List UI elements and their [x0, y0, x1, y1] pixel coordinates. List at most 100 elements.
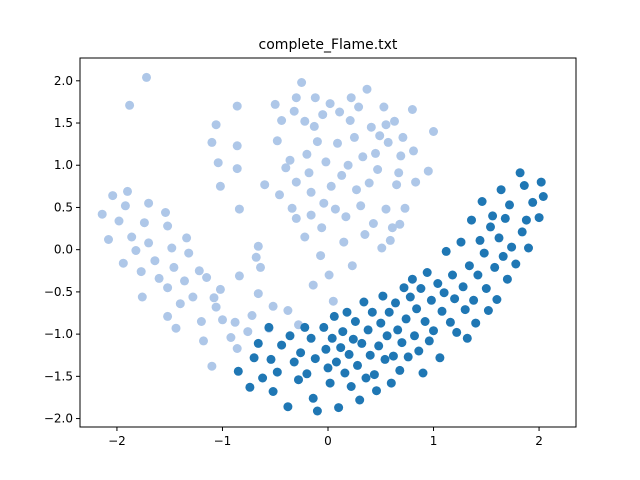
data-point-series-2	[361, 373, 371, 383]
data-point-series-2	[342, 307, 352, 317]
data-point-series-1	[167, 243, 177, 253]
data-point-series-1	[120, 201, 130, 211]
data-point-series-2	[534, 213, 544, 223]
data-point-series-1	[379, 102, 389, 112]
y-tick-label: 2.0	[54, 74, 73, 88]
data-point-series-2	[319, 322, 329, 332]
data-point-series-2	[367, 307, 377, 317]
data-point-series-1	[144, 198, 154, 208]
data-point-series-2	[486, 222, 495, 232]
data-point-series-2	[477, 197, 487, 206]
data-point-series-1	[373, 165, 383, 174]
data-point-series-2	[460, 305, 470, 315]
data-point-series-2	[325, 378, 335, 388]
data-point-series-2	[253, 338, 263, 348]
y-tick-label: 1.0	[54, 158, 73, 172]
data-point-series-1	[300, 232, 310, 242]
data-point-series-1	[118, 258, 128, 268]
data-point-series-1	[232, 141, 242, 151]
x-tick-label: 1	[430, 434, 438, 448]
data-point-series-1	[364, 178, 374, 188]
data-point-series-2	[437, 306, 447, 316]
data-point-series-2	[524, 243, 533, 253]
data-point-series-1	[407, 105, 417, 114]
data-point-series-1	[199, 336, 208, 346]
data-point-series-2	[517, 227, 527, 237]
data-point-series-2	[283, 402, 293, 412]
data-point-series-2	[469, 295, 479, 305]
data-point-series-1	[150, 256, 160, 266]
data-point-series-1	[360, 230, 370, 239]
data-point-series-2	[433, 279, 443, 288]
data-point-series-2	[355, 395, 365, 405]
data-point-series-2	[483, 306, 493, 315]
data-point-series-1	[251, 252, 261, 262]
data-point-series-2	[296, 348, 306, 358]
data-point-series-2	[277, 340, 287, 350]
data-point-series-2	[350, 317, 360, 326]
data-point-series-1	[207, 137, 217, 147]
data-point-series-1	[161, 208, 170, 217]
data-point-series-2	[391, 298, 400, 308]
data-point-series-1	[337, 170, 347, 180]
data-point-series-1	[211, 302, 221, 312]
data-point-series-1	[144, 238, 154, 248]
data-point-series-1	[325, 99, 335, 109]
data-point-series-1	[136, 267, 146, 277]
x-tick-label: −1	[214, 434, 232, 448]
data-point-series-1	[188, 292, 198, 302]
data-point-series-2	[382, 331, 392, 341]
data-point-series-1	[300, 116, 310, 126]
data-point-series-1	[400, 203, 410, 213]
data-point-series-2	[340, 368, 350, 378]
data-point-series-1	[409, 146, 418, 156]
data-point-series-1	[230, 317, 240, 327]
data-point-series-1	[291, 213, 301, 223]
data-point-series-2	[327, 333, 337, 343]
data-point-series-2	[359, 297, 369, 307]
data-point-series-1	[375, 131, 385, 141]
data-point-series-2	[388, 351, 398, 361]
data-point-series-2	[344, 349, 354, 359]
data-point-series-2	[511, 259, 521, 269]
data-point-series-1	[171, 323, 181, 333]
y-axis: −2.0 −1.5 −1.0 −0.5 0.0 0.5 1.0 1.5 2.0	[44, 74, 80, 426]
data-point-series-2	[384, 307, 394, 317]
data-point-series-2	[494, 233, 504, 243]
data-point-series-2	[420, 317, 430, 326]
data-point-series-2	[378, 291, 388, 301]
data-point-series-1	[371, 148, 380, 158]
data-point-series-1	[297, 78, 307, 87]
data-point-series-2	[294, 375, 303, 385]
data-point-series-1	[287, 203, 297, 213]
data-point-series-2	[492, 295, 502, 304]
data-point-series-1	[123, 186, 132, 196]
data-point-series-1	[333, 138, 342, 148]
data-point-series-1	[349, 132, 359, 142]
data-point-series-2	[302, 369, 312, 379]
data-point-series-2	[464, 261, 474, 271]
data-point-series-1	[277, 116, 287, 125]
data-point-series-2	[289, 357, 299, 367]
data-point-series-1	[345, 116, 355, 125]
data-point-series-2	[445, 317, 455, 327]
data-point-series-1	[354, 102, 364, 112]
data-point-series-1	[104, 235, 113, 244]
data-point-series-2	[448, 270, 457, 280]
data-point-series-1	[306, 187, 316, 197]
data-point-series-2	[403, 352, 413, 362]
data-point-series-1	[114, 216, 124, 226]
data-point-series-2	[414, 346, 424, 356]
data-point-series-1	[377, 243, 387, 253]
data-point-series-2	[372, 386, 381, 396]
data-point-series-1	[291, 177, 301, 187]
data-point-series-1	[366, 122, 376, 132]
data-point-series-2	[441, 246, 451, 256]
data-point-series-1	[385, 235, 395, 245]
data-point-series-1	[309, 121, 319, 131]
data-point-series-1	[394, 168, 404, 178]
data-point-series-1	[196, 317, 206, 326]
data-point-series-1	[346, 93, 356, 103]
data-point-series-1	[207, 361, 217, 371]
points-layer	[97, 72, 548, 416]
